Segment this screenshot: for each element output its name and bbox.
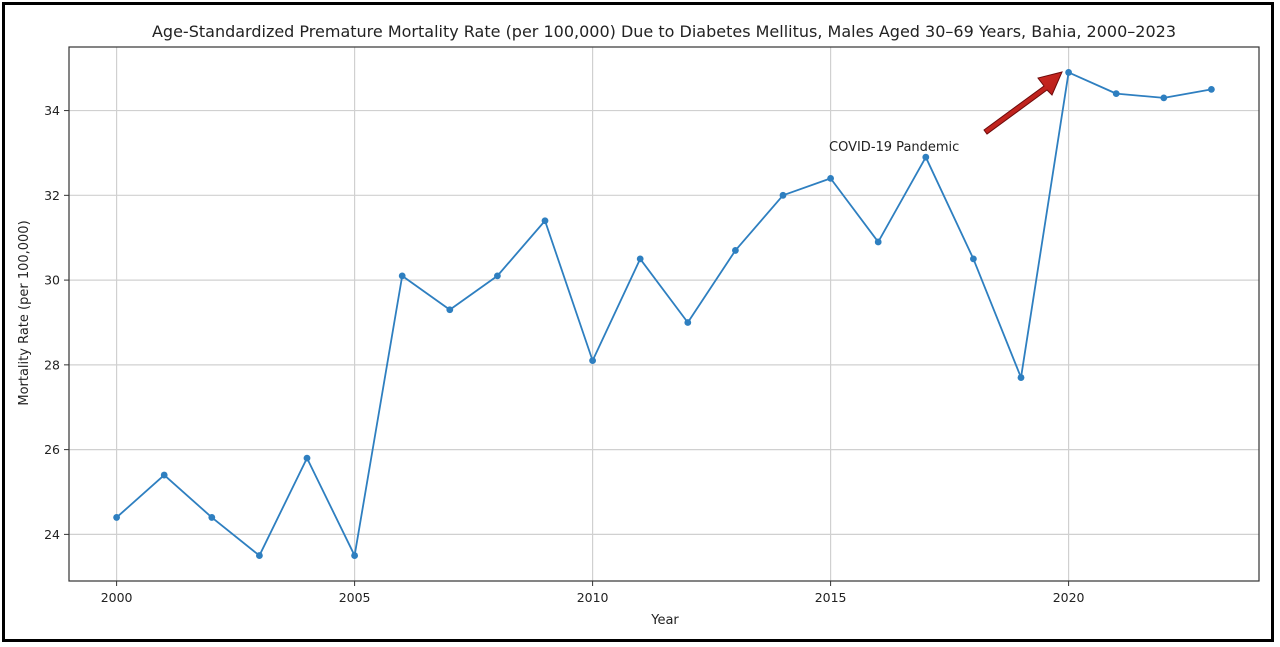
data-point [1208, 85, 1215, 93]
data-point [589, 357, 596, 365]
x-tick-label: 2005 [339, 590, 371, 605]
series-line [116, 71, 1212, 557]
data-point [684, 319, 692, 326]
annotation: COVID-19 Pandemic [829, 71, 1063, 155]
data-point [779, 191, 787, 199]
data-point [256, 552, 263, 559]
x-tick-label: 2015 [815, 590, 847, 605]
data-point [1112, 90, 1120, 98]
y-tick-label: 34 [44, 103, 60, 118]
x-tick-label: 2010 [577, 590, 609, 605]
data-point [160, 471, 168, 479]
y-tick-label: 32 [44, 188, 60, 203]
y-tick-label: 24 [44, 527, 60, 542]
data-point [303, 454, 311, 462]
data-point [541, 217, 549, 225]
data-point [732, 247, 739, 254]
data-point [1160, 94, 1168, 102]
x-axis-label: Year [650, 613, 679, 628]
data-point [1017, 374, 1025, 381]
y-tick-label: 26 [44, 442, 60, 457]
data-point [208, 514, 216, 521]
data-point [398, 272, 406, 280]
data-point [922, 153, 930, 161]
x-tick-label: 2020 [1053, 590, 1085, 605]
data-point [494, 272, 501, 280]
data-point [351, 552, 358, 559]
x-tick-label: 2000 [101, 590, 133, 605]
data-point [1065, 69, 1072, 76]
annotation-arrow [983, 71, 1063, 135]
gridlines [69, 47, 1259, 581]
axis-ticks: 2000 2005 2010 2015 2020 24 26 28 30 32 34 [44, 103, 1084, 605]
data-point [970, 255, 977, 263]
chart-title: Age-Standardized Premature Mortality Rat… [152, 22, 1176, 41]
data-point [446, 306, 454, 314]
data-point [874, 238, 882, 246]
annotation-text: COVID-19 Pandemic [829, 140, 959, 155]
y-axis-label: Mortality Rate (per 100,000) [17, 220, 32, 405]
plot-area [68, 46, 1260, 582]
y-tick-label: 28 [44, 357, 60, 372]
data-point [636, 255, 644, 263]
data-point [113, 514, 120, 521]
y-tick-label: 30 [44, 273, 60, 288]
series [113, 69, 1215, 559]
data-point [827, 174, 834, 182]
